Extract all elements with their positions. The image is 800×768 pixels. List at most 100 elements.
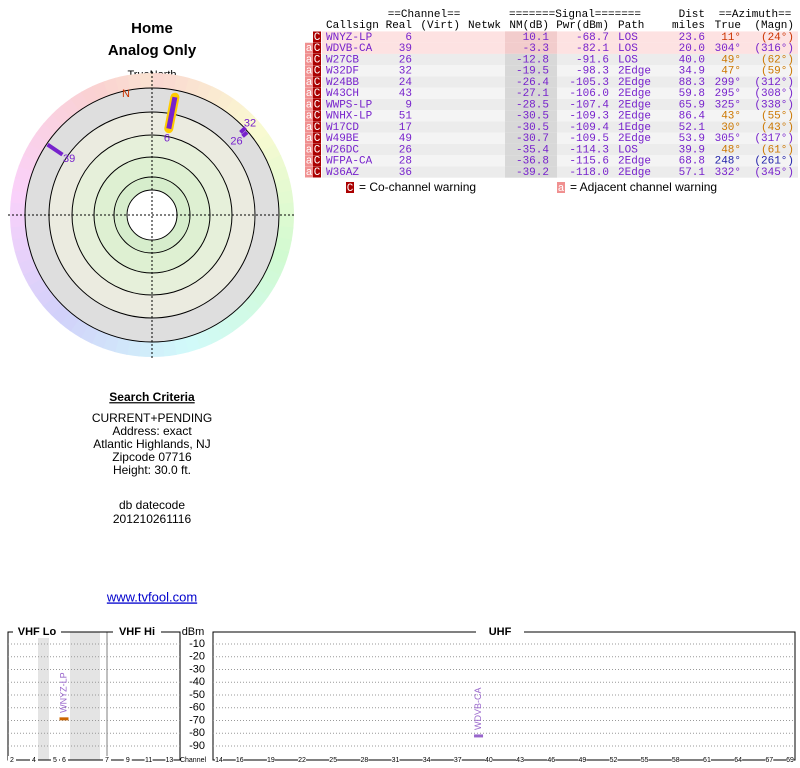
cell: 65.9 [679, 99, 705, 111]
nm-cell [505, 53, 557, 66]
x-tick-bg [60, 756, 68, 764]
cell: 17 [399, 122, 412, 134]
column-header: miles [672, 20, 705, 32]
warning-letter: C [314, 111, 321, 123]
band-title-bg [113, 626, 161, 638]
warning-icon [305, 99, 313, 110]
cell: (338°) [754, 99, 794, 111]
cell: 86.4 [679, 111, 706, 123]
x-tick-label: 55 [641, 757, 649, 764]
compass-ring [10, 201, 26, 215]
warning-icon [305, 121, 313, 133]
row-bg [322, 98, 798, 111]
cell: 2Edge [618, 99, 651, 111]
cell: 332° [715, 167, 741, 179]
x-tick-bg [453, 756, 462, 764]
cell: -68.7 [576, 32, 609, 44]
cell: 9 [405, 99, 412, 111]
cell: W49BE [326, 133, 359, 145]
cell: WFPA-CA [326, 156, 373, 168]
x-tick-bg [422, 756, 431, 764]
cell: 24 [399, 77, 413, 89]
gray-band [38, 632, 49, 760]
warning-letter: C [314, 88, 321, 100]
y-tick-label: -20 [189, 651, 205, 663]
warning-icon [313, 110, 321, 122]
cell: W43CH [326, 88, 359, 100]
cell: 2Edge [618, 111, 651, 123]
warning-letter: a [306, 133, 313, 145]
cell: 39 [399, 43, 412, 55]
row-bg [322, 65, 798, 77]
compass-ring [150, 341, 165, 357]
x-tick-label: 37 [454, 757, 462, 764]
warning-icon [313, 54, 321, 65]
cell: LOS [618, 32, 638, 44]
cell: 1Edge [618, 122, 651, 134]
row-bg [322, 42, 798, 54]
warning-letter: a [306, 167, 313, 179]
x-tick-label: 49 [578, 757, 586, 764]
cell: -98.3 [576, 66, 609, 78]
x-tick-label: 52 [610, 757, 618, 764]
row-bg [322, 53, 798, 66]
cell: -28.5 [516, 99, 549, 111]
compass-ring [115, 74, 132, 93]
row-bg [322, 31, 798, 43]
cell: (43°) [761, 122, 794, 134]
group-header: ==Azimuth== [719, 9, 792, 21]
compass-ring [127, 73, 143, 90]
link[interactable]: www.tvfool.com [106, 589, 197, 604]
cell: (62°) [761, 54, 794, 66]
cell: 43 [399, 88, 412, 100]
warning-icon [313, 76, 321, 88]
nm-cell [505, 143, 557, 156]
cell: (61°) [761, 144, 794, 156]
warning-letter: C [314, 133, 321, 145]
x-tick-label: 2 [10, 757, 14, 764]
x-tick-bg [235, 756, 244, 764]
row-bg [322, 143, 798, 156]
station-label: 6 [164, 132, 170, 144]
x-tick-label: 16 [236, 757, 244, 764]
cell: 248° [715, 156, 741, 168]
cell: LOS [618, 54, 638, 66]
compass-ring [43, 113, 63, 134]
warning-letter: C [314, 144, 321, 156]
station-marker [241, 130, 249, 138]
nm-cell [505, 155, 557, 167]
x-tick-bg [702, 756, 711, 764]
group-header: Dist [679, 9, 705, 21]
column-header: NM(dB) [509, 20, 549, 32]
cell: 6 [405, 32, 412, 44]
x-tick-bg [298, 756, 307, 764]
cell: 304° [715, 43, 741, 55]
cell: 2Edge [618, 167, 651, 179]
station-bar [59, 717, 69, 721]
x-label: Channel [180, 757, 207, 764]
cell: -26.4 [516, 77, 549, 89]
title: Home [131, 20, 173, 37]
warning-icon [305, 166, 313, 178]
x-tick-label: 58 [672, 757, 680, 764]
nm-cell [505, 166, 557, 178]
x-tick-bg [734, 756, 743, 764]
y-tick-label: -40 [189, 676, 205, 688]
warning-icon [305, 144, 313, 155]
x-tick-bg [266, 756, 275, 764]
cell: -35.4 [516, 144, 549, 156]
compass-ring [278, 215, 294, 229]
warning-icon [313, 155, 321, 167]
cell: -91.6 [576, 54, 609, 66]
cell: (59°) [761, 66, 794, 78]
x-tick-label: 22 [298, 757, 306, 764]
compass-ring [277, 190, 294, 206]
uhf-panel [212, 631, 796, 761]
nm-cell [505, 87, 557, 99]
cell: WNHX-LP [326, 111, 373, 123]
x-tick-bg [671, 756, 680, 764]
warning-letter: a [306, 66, 313, 78]
cell: -106.0 [569, 88, 609, 100]
warning-icon [313, 132, 321, 144]
cell: 52.1 [679, 122, 706, 134]
